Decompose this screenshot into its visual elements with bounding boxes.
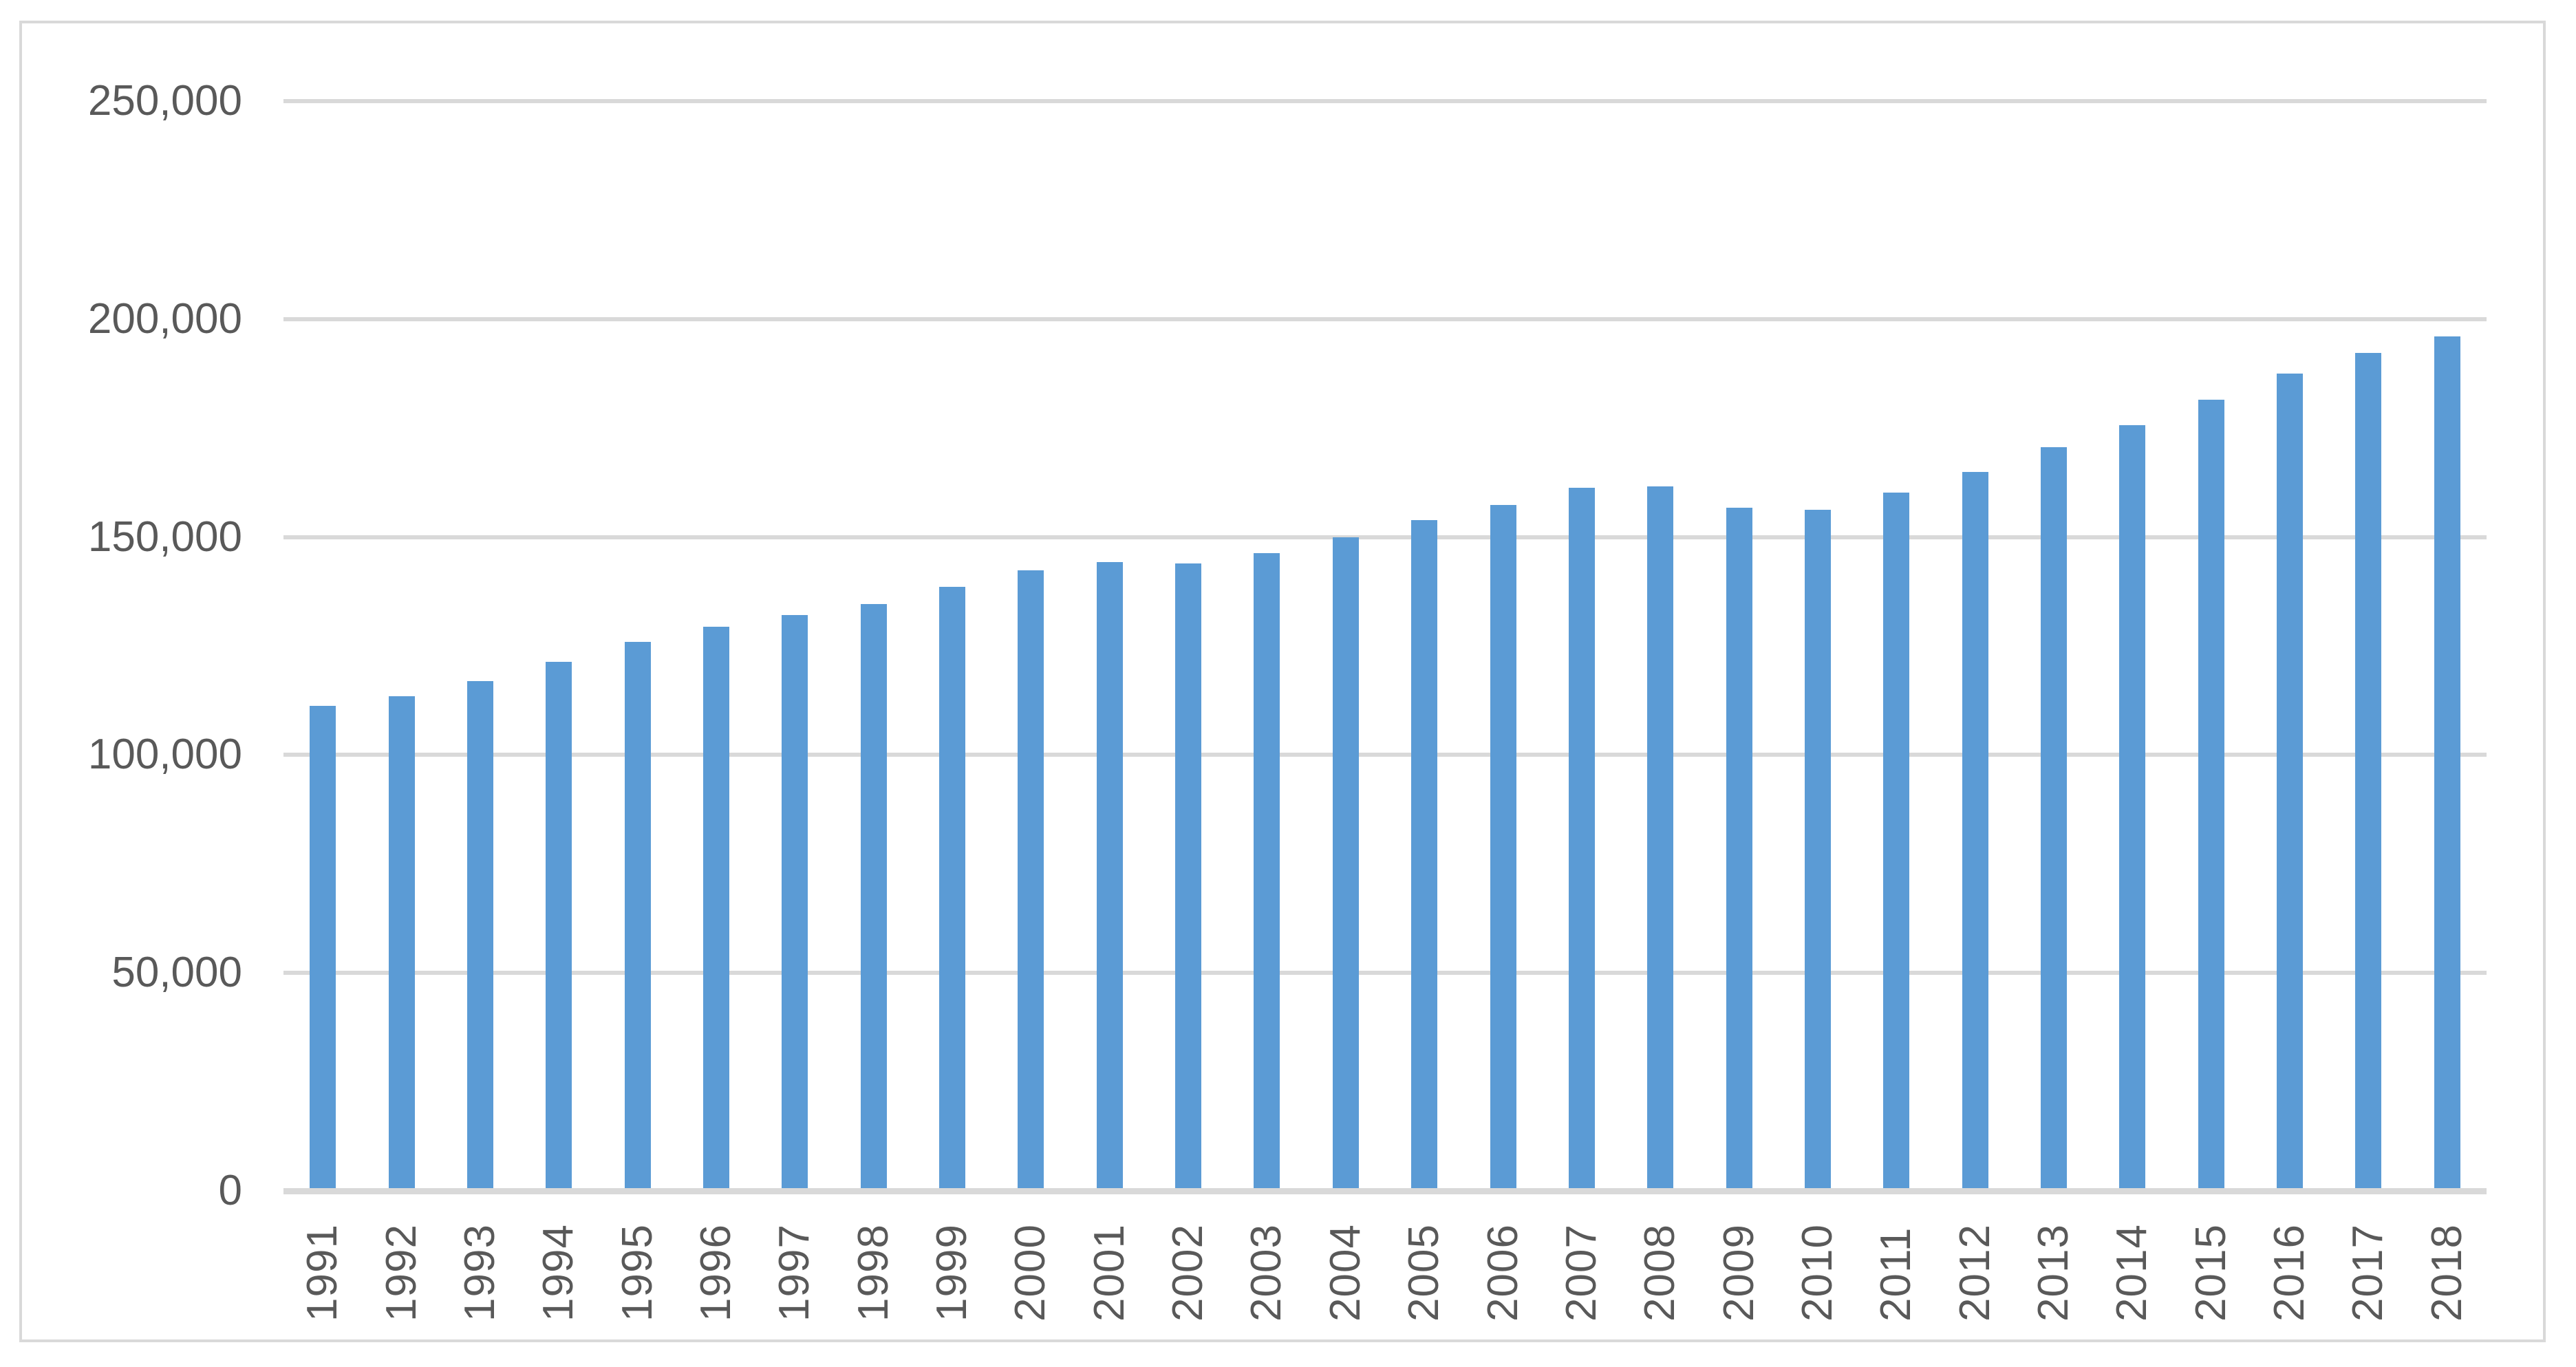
bar (1018, 570, 1044, 1191)
plot-area: 0 50,000 100,000 150,000 200,000 250,000 1991 1… (22, 23, 2543, 1339)
y-tick-label: 0 (218, 1167, 242, 1214)
bar (939, 587, 966, 1191)
x-tick-label: 1999 (928, 1224, 976, 1322)
y-tick-label: 200,000 (87, 294, 242, 343)
bar (2198, 400, 2224, 1191)
x-tick-label: 2012 (1951, 1224, 1999, 1322)
x-tick-label: 2015 (2187, 1224, 2235, 1322)
x-tick-label: 2011 (1872, 1227, 1920, 1322)
x-tick-label: 2002 (1164, 1224, 1212, 1322)
bar (2277, 374, 2304, 1191)
bar (546, 661, 572, 1191)
y-tick-label: 250,000 (87, 77, 242, 125)
bar (1883, 492, 1910, 1191)
x-tick-label: 2004 (1321, 1224, 1369, 1322)
y-tick-label: 150,000 (87, 513, 242, 561)
bar (1332, 537, 1359, 1191)
x-tick-label: 2016 (2266, 1224, 2314, 1322)
x-tick-label: 1993 (455, 1224, 504, 1322)
x-tick-label: 2014 (2108, 1224, 2156, 1322)
bar (466, 680, 493, 1191)
x-tick-label: 2000 (1007, 1224, 1055, 1322)
gridline (283, 535, 2487, 539)
x-tick-label: 1998 (849, 1224, 897, 1322)
x-tick-label: 1996 (691, 1224, 740, 1322)
chart-frame: 0 50,000 100,000 150,000 200,000 250,000 1991 1… (19, 21, 2546, 1342)
x-tick-label: 1994 (535, 1224, 583, 1322)
y-tick-label: 100,000 (87, 731, 242, 779)
bar (782, 615, 808, 1191)
bar (1490, 504, 1516, 1191)
x-tick-label: 2018 (2423, 1224, 2471, 1322)
bar (1254, 553, 1280, 1191)
bar (1096, 561, 1123, 1191)
bar (624, 641, 651, 1191)
x-axis-line (283, 1188, 2487, 1194)
bar (2119, 425, 2146, 1191)
bar (1962, 472, 1988, 1191)
x-tick-label: 1995 (613, 1224, 661, 1322)
x-tick-label: 2006 (1479, 1224, 1527, 1322)
gridline (283, 99, 2487, 103)
y-tick-label: 50,000 (111, 949, 242, 997)
bar (1647, 486, 1674, 1191)
bar (310, 706, 336, 1191)
x-tick-label: 1997 (771, 1224, 819, 1322)
x-tick-label: 1991 (299, 1224, 347, 1322)
bar (1175, 563, 1202, 1191)
bar (702, 627, 729, 1191)
x-tick-label: 2007 (1557, 1224, 1605, 1322)
bar (1568, 488, 1595, 1191)
x-tick-label: 2017 (2344, 1224, 2392, 1322)
x-tick-label: 2008 (1636, 1224, 1684, 1322)
x-tick-label: 2013 (2030, 1224, 2078, 1322)
bar (1726, 508, 1752, 1191)
x-tick-label: 1992 (377, 1224, 425, 1322)
bar (1411, 519, 1438, 1191)
gridline (283, 316, 2487, 321)
gridline (283, 753, 2487, 757)
bar (860, 603, 887, 1191)
x-tick-label: 2005 (1400, 1224, 1448, 1322)
bar (2041, 447, 2068, 1191)
x-tick-label: 2003 (1243, 1224, 1291, 1322)
x-tick-label: 2010 (1793, 1224, 1841, 1322)
bar (2355, 352, 2382, 1191)
bar (2434, 336, 2460, 1191)
bar (1804, 509, 1831, 1191)
bar (388, 696, 415, 1191)
gridline (283, 971, 2487, 976)
x-tick-label: 2001 (1085, 1224, 1133, 1322)
x-tick-label: 2009 (1715, 1224, 1763, 1322)
